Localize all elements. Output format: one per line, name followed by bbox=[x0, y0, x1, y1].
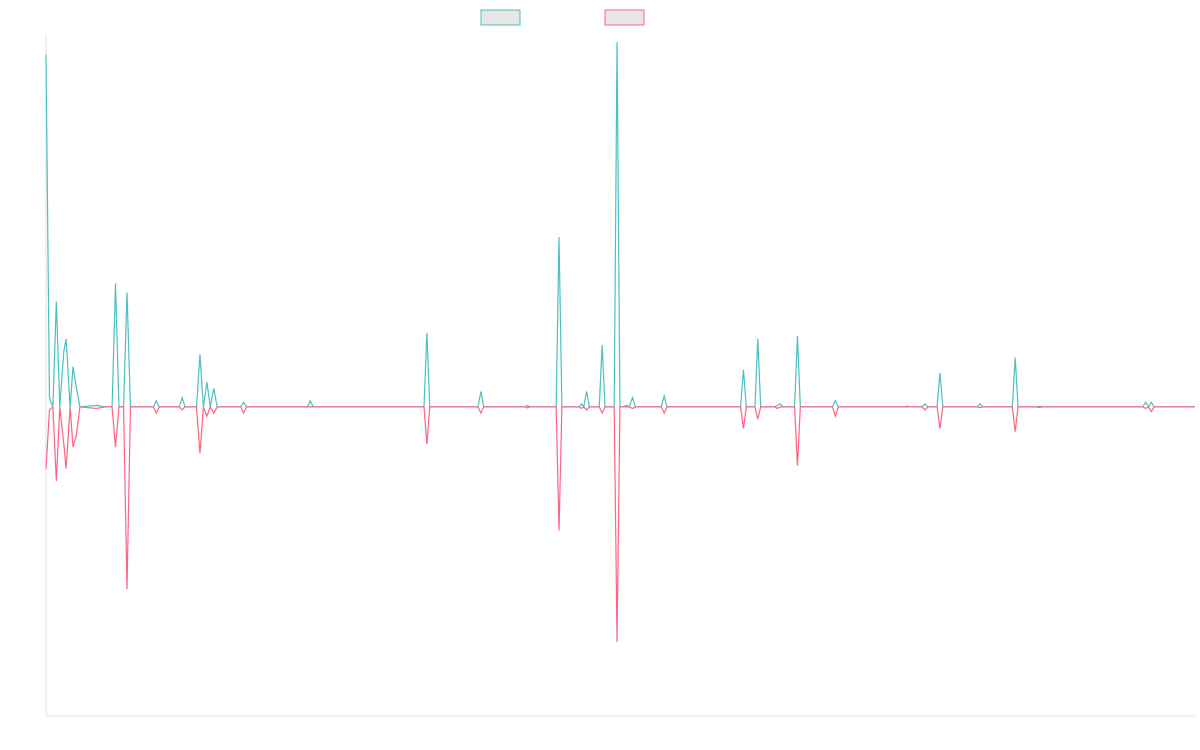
series-1-line bbox=[45, 42, 1195, 409]
legend[interactable] bbox=[480, 9, 645, 26]
legend-swatch-series-2[interactable] bbox=[604, 9, 645, 26]
series-layer bbox=[45, 42, 1195, 642]
series-2-line bbox=[45, 405, 1195, 642]
series-1 bbox=[45, 42, 1195, 409]
series-2 bbox=[45, 405, 1195, 642]
legend-swatch-series-1[interactable] bbox=[480, 9, 521, 26]
axes bbox=[45, 36, 1195, 717]
